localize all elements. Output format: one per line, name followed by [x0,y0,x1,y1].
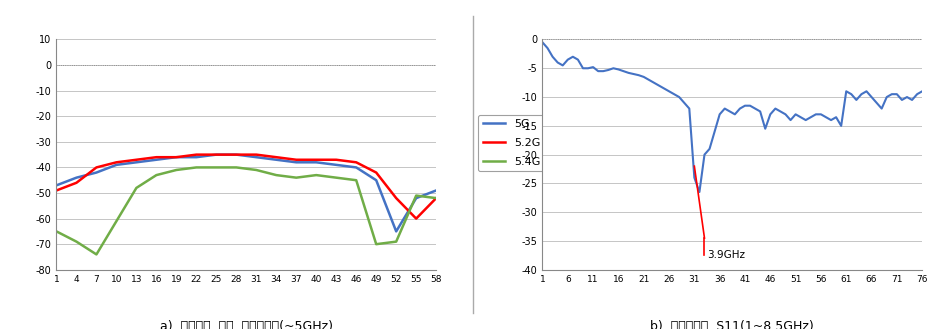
5G [410,196,422,200]
5.4G [111,219,122,223]
5.2G [231,153,242,157]
5.4G [170,168,182,172]
5G [131,160,142,164]
5.2G [431,196,442,200]
5.4G [330,176,342,180]
5.2G [410,216,422,220]
5.4G [131,186,142,190]
5.2G [51,189,62,192]
5G [231,153,242,157]
5.4G [271,173,282,177]
5.4G [51,229,62,233]
Text: b)  송신안테나  S11(1~8.5GHz): b) 송신안테나 S11(1~8.5GHz) [650,320,814,329]
5.2G [71,181,82,185]
5.4G [431,196,442,200]
5G [291,160,302,164]
Text: a)  방위각에  따른  렌즈투과도(~5GHz): a) 방위각에 따른 렌즈투과도(~5GHz) [160,320,333,329]
5G [351,165,362,169]
5G [71,176,82,180]
5G [250,155,262,159]
5G [391,229,402,233]
5.4G [291,176,302,180]
5G [90,170,102,174]
5.2G [151,155,162,159]
5.4G [191,165,202,169]
5.4G [211,165,222,169]
5G [371,178,382,182]
5.2G [191,153,202,157]
5G [271,158,282,162]
5.2G [111,160,122,164]
5.2G [391,196,402,200]
5.2G [291,158,302,162]
5.2G [250,153,262,157]
5.4G [311,173,322,177]
5.2G [170,155,182,159]
Line: 5.4G: 5.4G [56,167,437,254]
5G [191,155,202,159]
5G [330,163,342,167]
5.2G [371,170,382,174]
5.4G [71,240,82,243]
5.2G [271,155,282,159]
5.4G [391,240,402,243]
5.2G [131,158,142,162]
5.4G [151,173,162,177]
5.2G [90,165,102,169]
5.4G [410,193,422,197]
Legend: 5G, 5.2G, 5.4G: 5G, 5.2G, 5.4G [478,115,545,171]
5.4G [250,168,262,172]
Text: 3.9GHz: 3.9GHz [707,250,745,260]
5.2G [351,160,362,164]
5.4G [351,178,362,182]
5.4G [90,252,102,256]
5.4G [371,242,382,246]
5.2G [211,153,222,157]
5G [211,153,222,157]
5G [170,155,182,159]
5G [111,163,122,167]
5G [151,158,162,162]
5G [311,160,322,164]
5.4G [231,165,242,169]
5G [431,189,442,192]
Line: 5G: 5G [56,155,437,231]
Line: 5.2G: 5.2G [56,155,437,218]
5.2G [311,158,322,162]
5G [51,183,62,187]
5.2G [330,158,342,162]
